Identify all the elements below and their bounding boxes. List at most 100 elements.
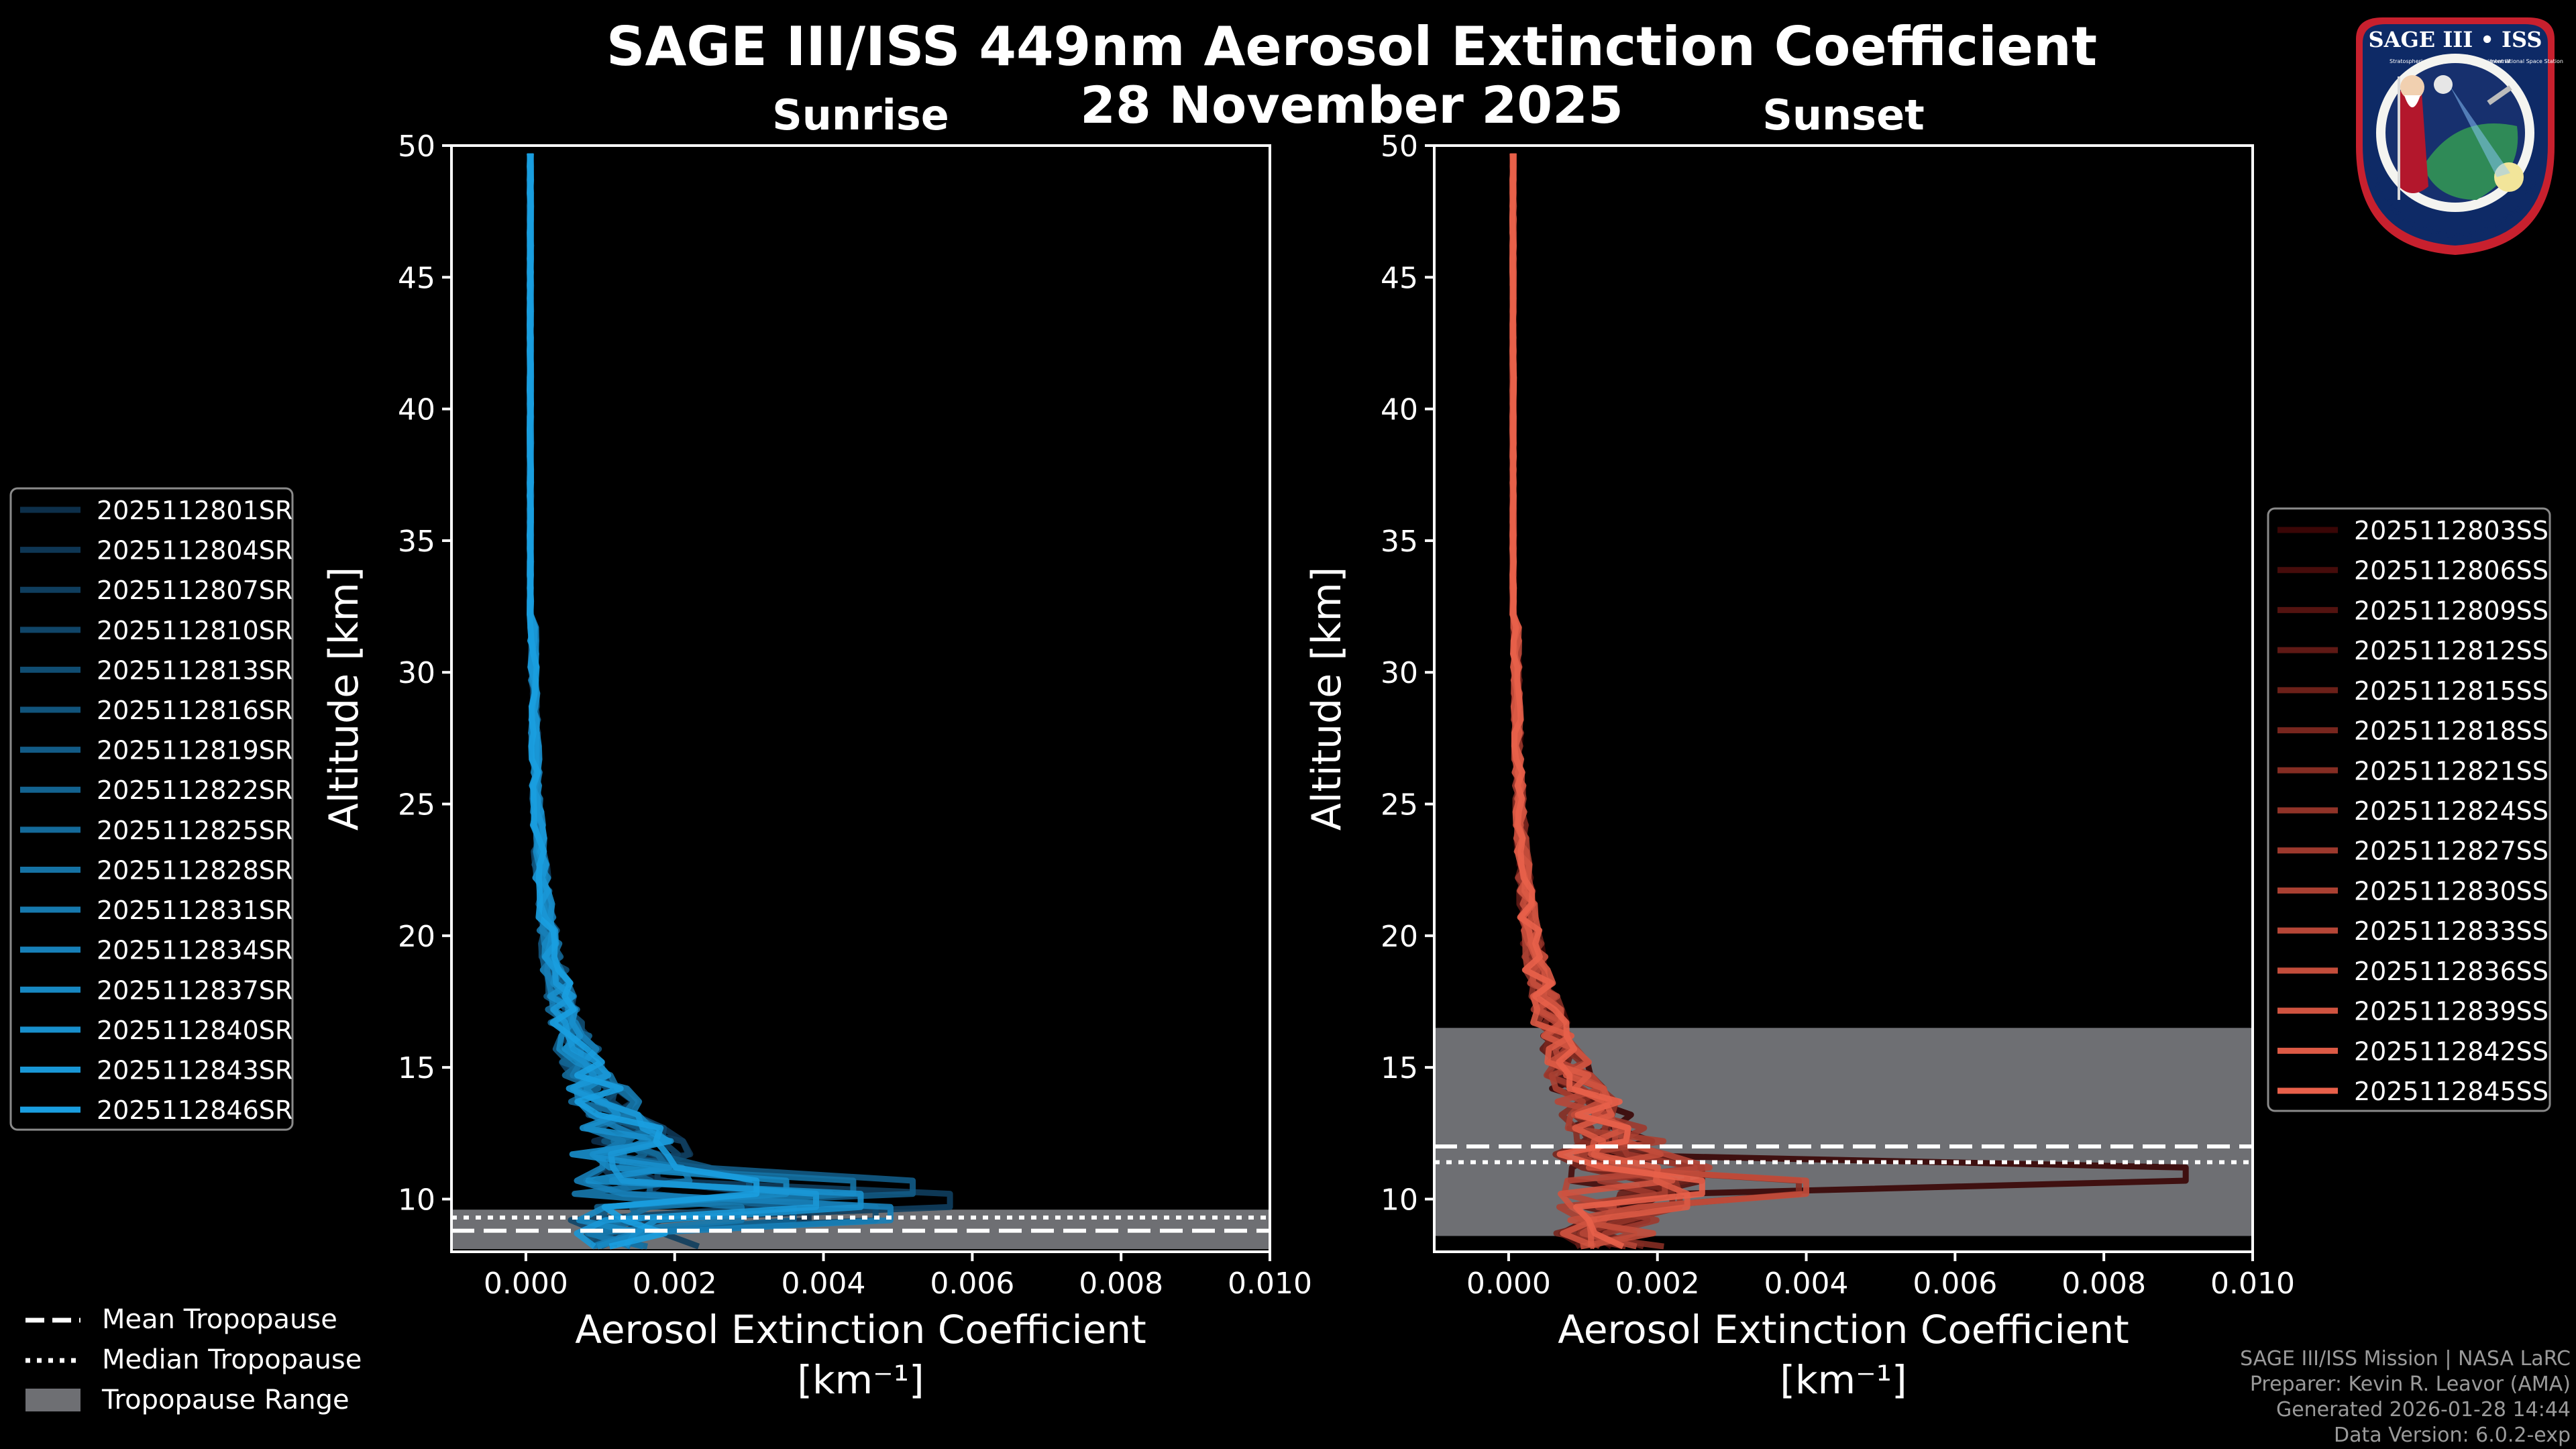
y-tick-label: 45 bbox=[398, 261, 435, 295]
x-axis-label: Aerosol Extinction Coefficient bbox=[1558, 1307, 2129, 1352]
legend-label: 2025112803SS bbox=[2354, 516, 2548, 545]
legend-sunset: 2025112803SS 2025112806SS 2025112809SS 2025… bbox=[2267, 507, 2551, 1112]
y-tick-label: 20 bbox=[1381, 920, 1418, 954]
profile-line-2025112845SS bbox=[1509, 153, 1705, 1250]
x-tick-label: 0.002 bbox=[633, 1267, 717, 1301]
x-tick-label: 0.008 bbox=[2061, 1267, 2146, 1301]
profile-line-2025112822SR bbox=[527, 153, 797, 1249]
legend-label: 2025112810SR bbox=[97, 616, 292, 645]
profile-line-2025112816SR bbox=[527, 153, 753, 1249]
y-tick-label: 20 bbox=[398, 920, 435, 954]
panel-sunset: 10 15 20 25 30 35 40 45 50 0.000 0.002 0.004 0.006 0.… bbox=[1303, 91, 2295, 1403]
tropopause-range-swatch bbox=[25, 1389, 80, 1411]
x-tick-label: 0.006 bbox=[1913, 1267, 1997, 1301]
profile-line-2025112837SR bbox=[527, 153, 790, 1250]
y-tick-label: 10 bbox=[398, 1183, 435, 1217]
legend-label: 2025112806SS bbox=[2354, 556, 2548, 586]
y-tick-label: 45 bbox=[1381, 261, 1418, 295]
figure-title: SAGE III/ISS 449nm Aerosol Extinction Co… bbox=[606, 15, 2097, 78]
x-tick-label: 0.008 bbox=[1079, 1267, 1163, 1301]
y-tick-label: 30 bbox=[398, 656, 435, 690]
x-tick-label: 0.004 bbox=[782, 1267, 866, 1301]
legend-label: 2025112833SS bbox=[2354, 916, 2548, 946]
y-tick-label: 10 bbox=[1381, 1183, 1418, 1217]
profile-lines bbox=[527, 153, 953, 1250]
y-tick-label: 15 bbox=[398, 1051, 435, 1085]
y-tick-label: 50 bbox=[398, 129, 435, 164]
legend-label: 2025112819SR bbox=[97, 736, 292, 765]
legend-label: 2025112821SS bbox=[2354, 756, 2548, 786]
legend-label: 2025112801SR bbox=[97, 496, 292, 525]
profile-lines bbox=[1509, 153, 2189, 1250]
x-tick-label: 0.000 bbox=[1466, 1267, 1551, 1301]
legend-label: 2025112837SR bbox=[97, 975, 292, 1005]
footer-data-version: Data Version: 6.0.2-exp bbox=[2334, 1424, 2571, 1447]
y-tick-label: 25 bbox=[398, 788, 435, 822]
legend-label: 2025112816SR bbox=[97, 696, 292, 725]
y-tick-label: 35 bbox=[398, 525, 435, 559]
y-tick-label: 50 bbox=[1381, 129, 1418, 164]
tropopause-legend-label: Mean Tropopause bbox=[102, 1304, 337, 1335]
legend-label: 2025112842SS bbox=[2354, 1036, 2548, 1066]
legend-label: 2025112843SR bbox=[97, 1055, 292, 1085]
legend-label: 2025112822SR bbox=[97, 775, 292, 805]
footer-generated: Generated 2026-01-28 14:44 bbox=[2276, 1398, 2571, 1421]
x-tick-label: 0.002 bbox=[1615, 1267, 1700, 1301]
legend-sunrise: 2025112801SR 2025112804SR 2025112807SR 2025… bbox=[9, 487, 294, 1131]
x-axis-unit: [km⁻¹] bbox=[797, 1357, 924, 1403]
y-tick-label: 15 bbox=[1381, 1051, 1418, 1085]
badge-caption-right: International Space Station bbox=[2490, 58, 2563, 64]
y-tick-label: 25 bbox=[1381, 788, 1418, 822]
legend-label: 2025112815SS bbox=[2354, 676, 2548, 706]
legend-label: 2025112804SR bbox=[97, 536, 292, 566]
sage-mission-badge: SAGE III • ISS Stratospheric Aerosol and… bbox=[2343, 12, 2563, 255]
legend-label: 2025112846SR bbox=[97, 1095, 292, 1125]
legend-box bbox=[2267, 507, 2551, 1112]
x-tick-label: 0.000 bbox=[484, 1267, 568, 1301]
legend-box bbox=[9, 487, 294, 1131]
legend-label: 2025112845SS bbox=[2354, 1077, 2548, 1106]
plot-frame bbox=[450, 144, 1271, 1253]
y-tick-label: 35 bbox=[1381, 525, 1418, 559]
badge-title: SAGE III • ISS bbox=[2369, 27, 2542, 52]
plot-frame bbox=[1433, 144, 2254, 1253]
legend-label: 2025112834SR bbox=[97, 936, 292, 965]
legend-label: 2025112828SR bbox=[97, 855, 292, 885]
tropopause-legend: Mean Tropopause Median Tropopause Tropopau… bbox=[25, 1304, 362, 1415]
panel-title: Sunset bbox=[1762, 91, 1925, 140]
tropopause-legend-label: Tropopause Range bbox=[101, 1385, 350, 1415]
profile-line-2025112846SR bbox=[527, 153, 760, 1250]
y-tick-label: 40 bbox=[398, 393, 435, 427]
legend-label: 2025112825SR bbox=[97, 816, 292, 845]
legend-label: 2025112839SS bbox=[2354, 997, 2548, 1026]
profile-line-2025112810SR bbox=[527, 153, 775, 1248]
y-tick-label: 40 bbox=[1381, 393, 1418, 427]
y-tick-label: 30 bbox=[1381, 656, 1418, 690]
x-tick-label: 0.010 bbox=[2210, 1267, 2295, 1301]
legend-label: 2025112830SS bbox=[2354, 876, 2548, 906]
profile-line-2025112831SR bbox=[527, 153, 745, 1250]
legend-label: 2025112831SR bbox=[97, 896, 292, 925]
panel-sunrise: 10 15 20 25 30 35 40 45 50 0.000 0.002 0.004 0.006 0.… bbox=[321, 91, 1312, 1403]
tropopause-legend-label: Median Tropopause bbox=[102, 1344, 362, 1375]
x-tick-label: 0.010 bbox=[1228, 1267, 1312, 1301]
legend-label: 2025112824SS bbox=[2354, 796, 2548, 826]
legend-label: 2025112818SS bbox=[2354, 716, 2548, 746]
profile-line-2025112825SR bbox=[527, 153, 835, 1250]
legend-label: 2025112812SS bbox=[2354, 636, 2548, 665]
legend-label: 2025112813SR bbox=[97, 655, 292, 685]
figure-date: 28 November 2025 bbox=[1080, 75, 1623, 135]
panel-title: Sunrise bbox=[772, 91, 949, 140]
y-axis-label: Altitude [km] bbox=[1303, 567, 1350, 831]
profile-line-2025112843SR bbox=[527, 153, 819, 1249]
legend-label: 2025112807SR bbox=[97, 576, 292, 605]
legend-label: 2025112836SS bbox=[2354, 957, 2548, 986]
x-tick-label: 0.006 bbox=[930, 1267, 1014, 1301]
profile-line-2025112801SR bbox=[527, 153, 812, 1248]
legend-label: 2025112840SR bbox=[97, 1016, 292, 1045]
legend-label: 2025112827SS bbox=[2354, 837, 2548, 866]
x-axis-label: Aerosol Extinction Coefficient bbox=[575, 1307, 1146, 1352]
footer-mission: SAGE III/ISS Mission | NASA LaRC bbox=[2240, 1347, 2571, 1371]
y-axis-label: Altitude [km] bbox=[321, 567, 368, 831]
